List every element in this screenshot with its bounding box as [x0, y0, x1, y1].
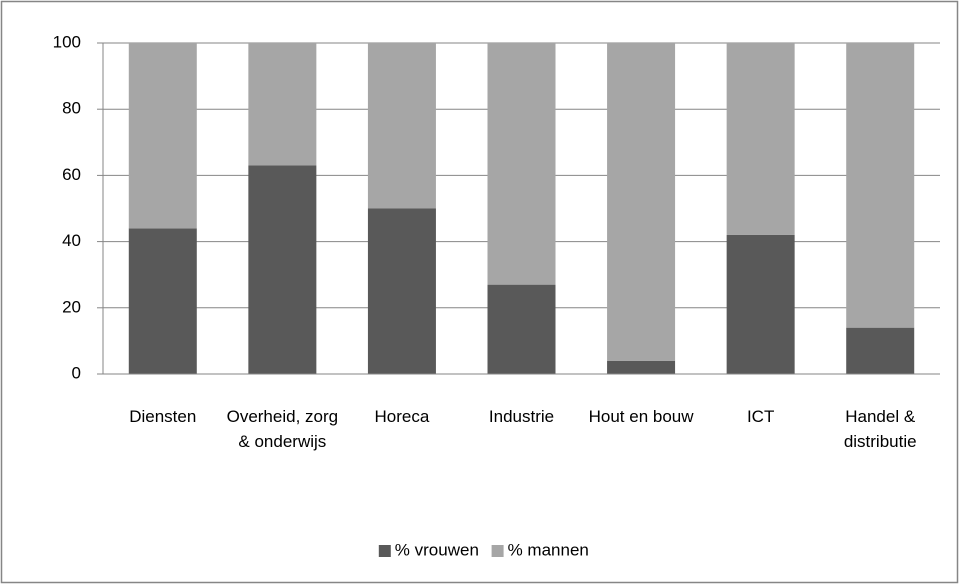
x-tick-label: ICT	[746, 407, 775, 426]
y-tick-label: 60	[62, 165, 81, 184]
bar-segment	[367, 208, 436, 374]
legend-label: % mannen	[508, 540, 589, 559]
y-tick-label: 100	[53, 32, 81, 51]
bar-segment	[726, 234, 795, 374]
x-tick-label: Diensten	[129, 407, 197, 426]
y-tick-label: 20	[62, 297, 81, 316]
y-tick-label: 40	[62, 231, 81, 250]
legend-swatch	[378, 545, 391, 557]
x-tick-label: Overheid, zorg & onderwijs	[226, 407, 339, 451]
legend-swatch	[491, 545, 504, 557]
y-tick-label: 80	[62, 99, 81, 118]
x-tick-label: Horeca	[374, 407, 430, 426]
bar-segment	[367, 43, 436, 209]
bar-segment	[607, 43, 676, 361]
legend-label: % vrouwen	[395, 540, 479, 559]
bar-segment	[128, 43, 197, 229]
bar-segment	[248, 165, 317, 374]
x-tick-label: Industrie	[488, 407, 555, 426]
bar-segment	[487, 284, 556, 374]
bar-segment	[607, 360, 676, 374]
x-tick-label: Hout en bouw	[588, 407, 694, 426]
bar-segment	[248, 43, 317, 166]
bar-segment	[487, 43, 556, 285]
bar-segment	[726, 43, 795, 235]
bar-segment	[128, 228, 197, 374]
x-tick-label: Handel & distributie	[843, 407, 917, 451]
y-tick-label: 0	[72, 363, 81, 382]
bar-segment	[846, 43, 915, 328]
bar-segment	[846, 327, 915, 374]
